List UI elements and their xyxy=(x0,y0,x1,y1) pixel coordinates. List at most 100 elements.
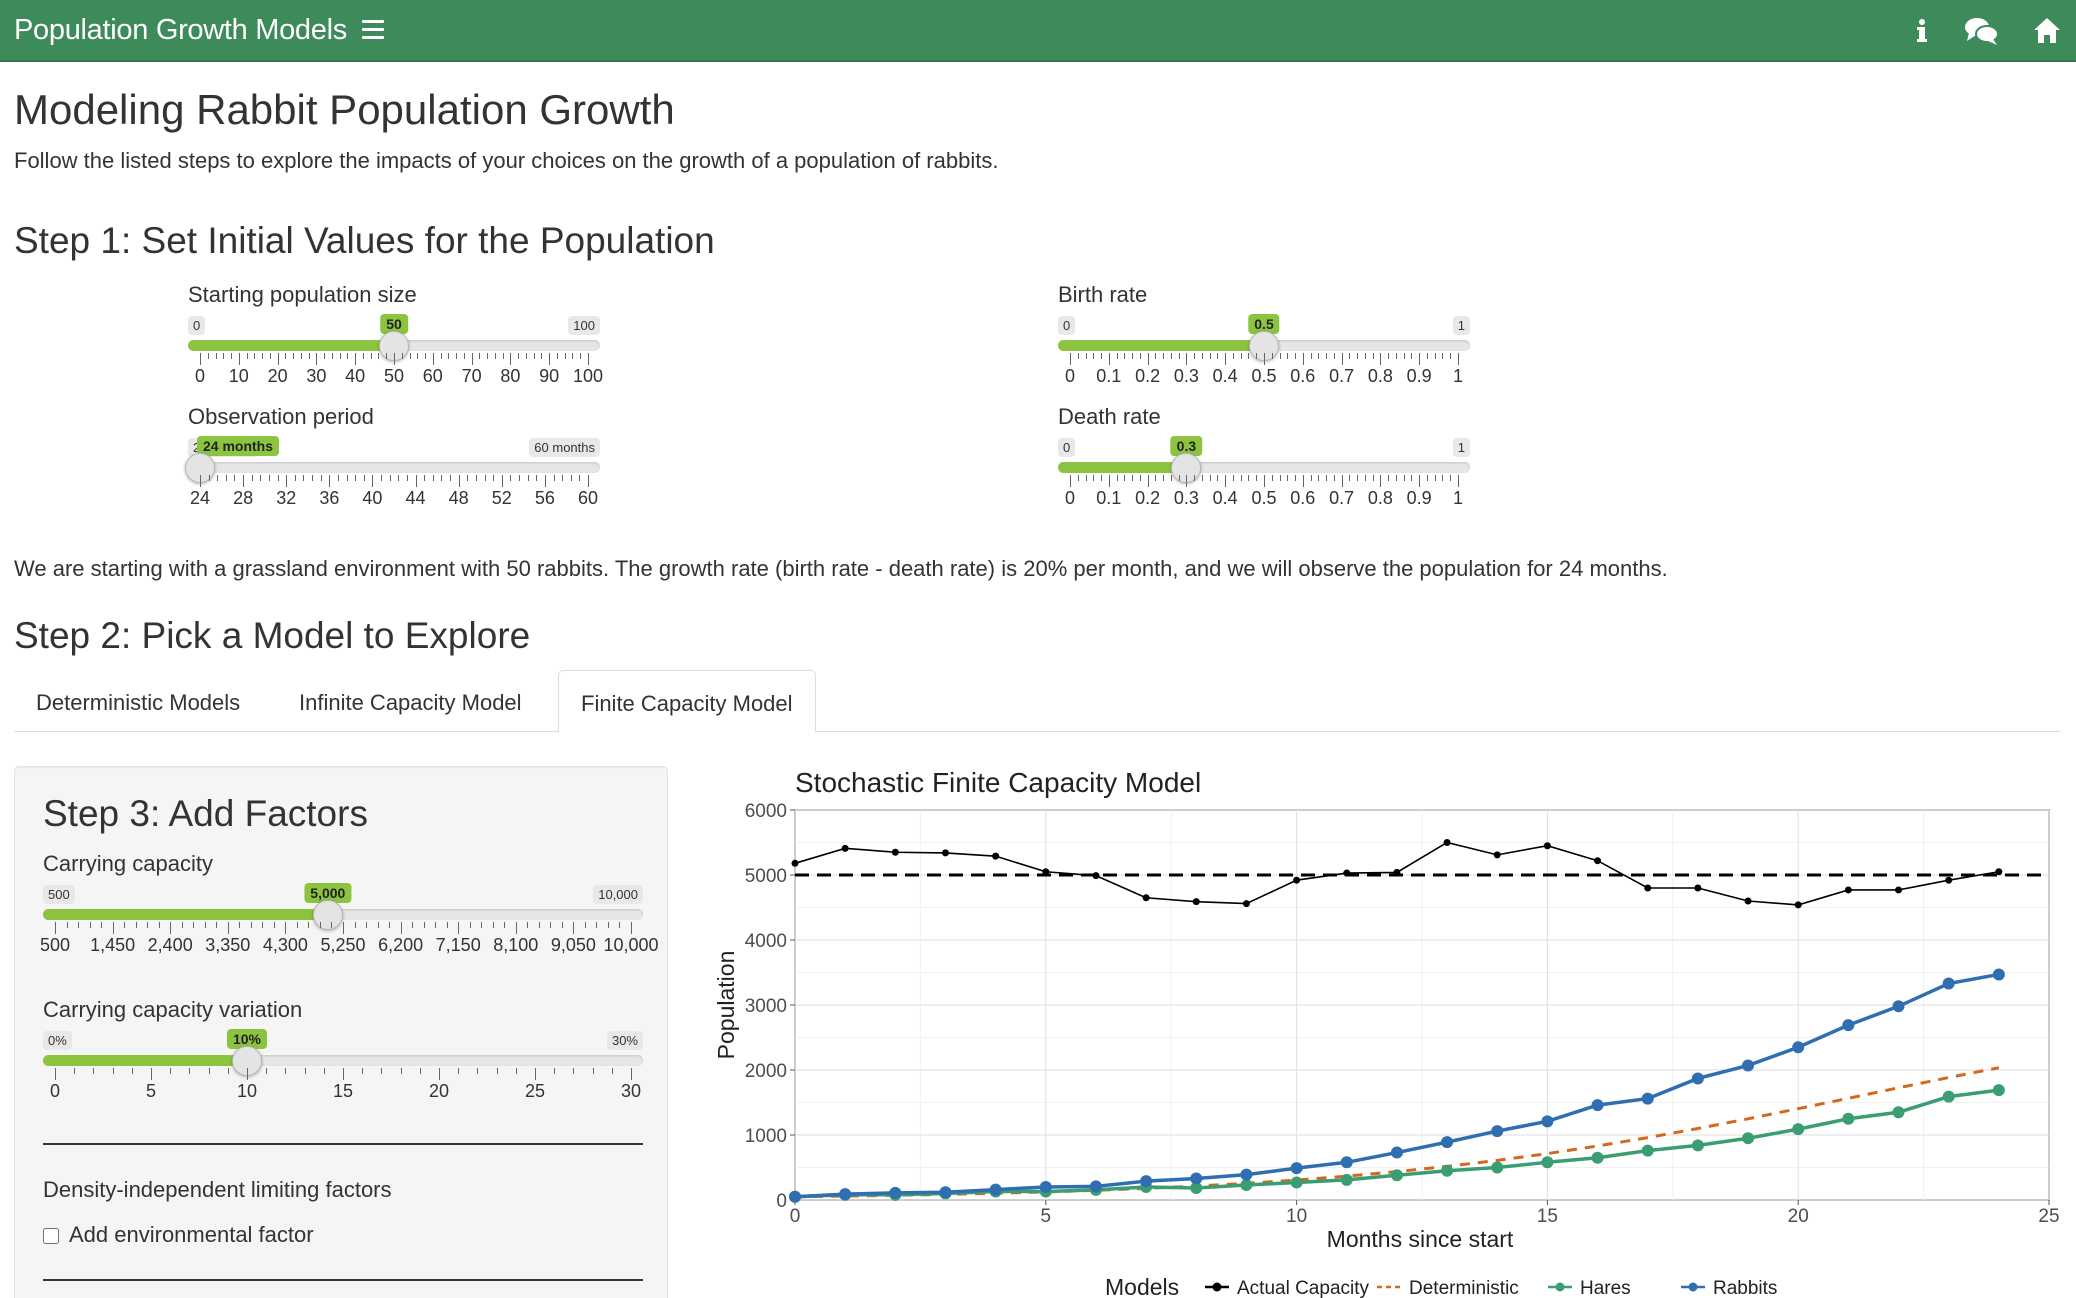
slider-tick xyxy=(611,1068,613,1074)
actual-capacity-point xyxy=(1393,868,1401,876)
slider-tick xyxy=(1178,353,1180,359)
slider-fill xyxy=(188,340,394,351)
slider-track[interactable] xyxy=(43,1055,643,1066)
slider-tick xyxy=(1132,475,1134,481)
slider-tick xyxy=(1310,353,1312,359)
divider xyxy=(43,1279,643,1281)
slider-tick xyxy=(1240,475,1242,481)
slider-tick xyxy=(561,922,563,928)
slider-tick xyxy=(493,475,495,481)
slider-tick-label: 0.2 xyxy=(1135,488,1161,508)
capacity-variation-slider[interactable]: Carrying capacity variation 0% 30% 10% 0 5 10 1… xyxy=(43,997,643,1107)
slider-handle[interactable] xyxy=(312,900,343,930)
slider-tick xyxy=(285,922,287,934)
slider-tick xyxy=(1124,353,1126,359)
slider-tick xyxy=(502,353,504,359)
slider-track[interactable] xyxy=(43,909,643,920)
slider-tick xyxy=(66,922,68,928)
slider-handle[interactable] xyxy=(379,331,409,361)
slider-tick-label: 25 xyxy=(524,1081,546,1101)
slider-tick xyxy=(304,1068,306,1074)
rabbits-point xyxy=(1641,1092,1654,1105)
slider-tick xyxy=(227,1068,229,1074)
slider-tick xyxy=(217,475,219,481)
home-icon[interactable] xyxy=(2032,14,2062,48)
slider-ticks xyxy=(188,353,600,365)
slider-tick xyxy=(406,475,408,481)
slider-tick-label: 4,300 xyxy=(262,935,308,955)
app-title[interactable]: Population Growth Models xyxy=(14,14,347,46)
slider-tick-label: 100 xyxy=(572,366,604,386)
slider-tick xyxy=(1442,475,1444,481)
x-axis-label: Months since start xyxy=(1327,1226,1514,1252)
slider-label: Starting population size xyxy=(188,282,417,307)
slider-min-label: 500 xyxy=(43,885,75,904)
info-icon[interactable] xyxy=(1912,14,1932,48)
comments-icon[interactable] xyxy=(1964,14,2000,48)
menu-icon[interactable] xyxy=(358,16,388,44)
slider-tick xyxy=(446,922,448,928)
rabbits-point xyxy=(1942,977,1955,990)
slider-tick xyxy=(93,1068,95,1074)
death-rate-slider[interactable]: Death rate 0 1 0.3 0 0.1 0.2 0.3 0.4 0.5 0.6 0.7 0.8… xyxy=(1058,404,1470,514)
slider-tick xyxy=(1225,353,1227,365)
slider-tick xyxy=(1426,353,1428,359)
rabbits-point xyxy=(1591,1099,1604,1112)
slider-tick xyxy=(1116,353,1118,359)
slider-tick xyxy=(377,922,379,928)
actual-capacity-point xyxy=(1042,868,1050,876)
slider-tick xyxy=(215,353,217,359)
slider-track[interactable] xyxy=(1058,462,1470,473)
tab-infinite-capacity-model[interactable]: Infinite Capacity Model xyxy=(299,690,522,715)
slider-tick xyxy=(1194,475,1196,481)
slider-min-label: 0 xyxy=(188,316,206,335)
slider-tick xyxy=(501,475,503,487)
slider-tick xyxy=(487,353,489,359)
slider-tick xyxy=(458,922,460,934)
slider-tick xyxy=(1388,353,1390,359)
slider-tick xyxy=(527,922,529,928)
hares-point xyxy=(1290,1176,1303,1189)
slider-tick-label: 30 xyxy=(306,366,327,386)
hares-point xyxy=(1190,1181,1203,1194)
actual-capacity-point xyxy=(1493,851,1501,859)
slider-tick xyxy=(515,1068,517,1074)
slider-tick xyxy=(389,475,391,481)
environmental-factor-checkbox[interactable] xyxy=(43,1228,59,1245)
slider-value-label: 10% xyxy=(226,1029,268,1049)
hares-point xyxy=(1792,1123,1805,1136)
slider-value-label: 0.5 xyxy=(1248,314,1280,334)
actual-capacity-point xyxy=(1343,869,1351,877)
slider-tick-label: 5 xyxy=(145,1081,157,1101)
slider-tick xyxy=(1364,475,1366,481)
slider-tick xyxy=(386,353,388,359)
slider-tick xyxy=(320,475,322,481)
tab-deterministic-models[interactable]: Deterministic Models xyxy=(36,690,241,715)
slider-tick xyxy=(570,475,572,481)
rabbits-point xyxy=(889,1186,902,1199)
rabbits-point xyxy=(1691,1072,1704,1085)
environmental-factor-option[interactable]: Add environmental factor xyxy=(43,1222,314,1248)
slider-tick xyxy=(467,475,469,481)
starting-population-slider[interactable]: Starting population size 0 100 50 0 10 20 30 40 5… xyxy=(188,282,604,392)
hares-point xyxy=(1240,1179,1253,1192)
slider-tick xyxy=(1318,353,1320,359)
slider-tick xyxy=(216,922,218,928)
slider-tick xyxy=(1077,475,1079,481)
slider-tick-label: 0.7 xyxy=(1329,366,1355,386)
slider-tick xyxy=(1256,353,1258,359)
slider-track[interactable] xyxy=(188,462,600,473)
actual-capacity-point xyxy=(1694,884,1702,892)
density-factors-label: Density-independent limiting factors xyxy=(43,1177,392,1202)
rabbits-point xyxy=(1390,1146,1403,1159)
actual-capacity-point xyxy=(1543,842,1551,850)
tab-finite-capacity-model[interactable]: Finite Capacity Model xyxy=(558,670,816,733)
birth-rate-slider[interactable]: Birth rate 0 1 0.5 0 0.1 0.2 0.3 0.4 0.5 0.6 0.7 0.8… xyxy=(1058,282,1470,392)
slider-tick xyxy=(1194,353,1196,359)
slider-tick xyxy=(208,1068,210,1074)
carrying-capacity-slider[interactable]: Carrying capacity 500 10,000 5,000 500 1,450 2… xyxy=(40,851,659,961)
slider-tick xyxy=(538,922,540,928)
slider-max-label: 100 xyxy=(568,316,600,335)
slider-tick xyxy=(494,353,496,359)
